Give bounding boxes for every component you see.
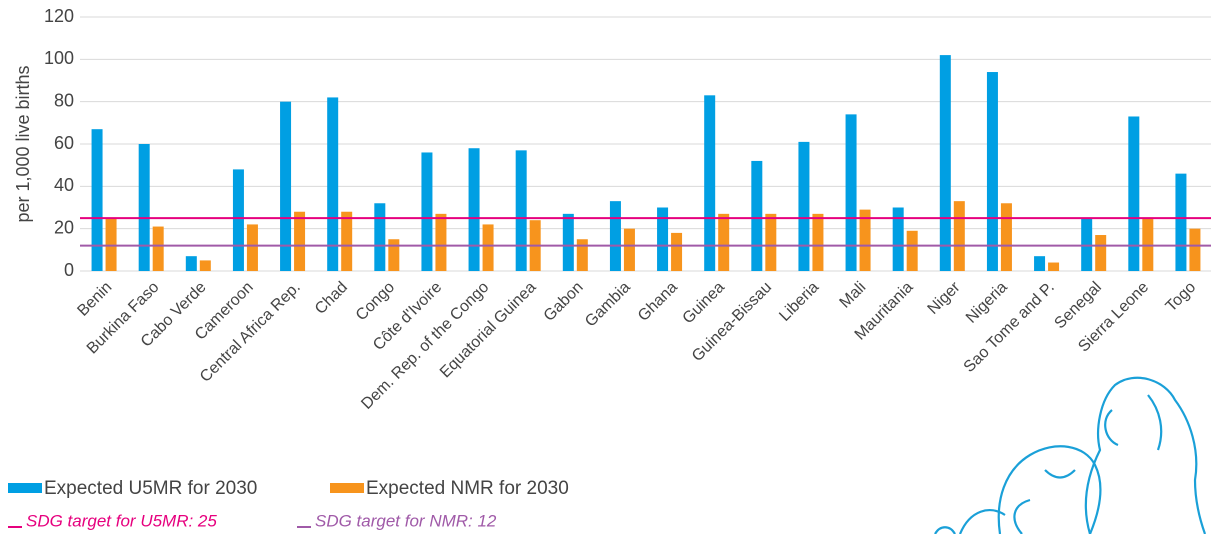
x-tick-label: Nigeria <box>963 279 1011 327</box>
bar <box>609 201 621 271</box>
y-tick-label: 20 <box>54 217 74 237</box>
bar <box>199 260 211 271</box>
legend-label: Expected NMR for 2030 <box>366 478 569 499</box>
bar <box>798 141 810 271</box>
bar <box>953 201 965 271</box>
bar <box>1048 262 1060 271</box>
bar <box>105 218 117 271</box>
bar <box>657 207 669 271</box>
bar <box>1142 218 1154 271</box>
bar <box>91 129 103 271</box>
y-axis-label: per 1,000 live births <box>13 65 33 222</box>
bar <box>1175 173 1187 271</box>
bar <box>892 207 904 271</box>
bar <box>515 150 527 271</box>
bar <box>1034 256 1046 271</box>
bar <box>1000 203 1012 271</box>
legend-label: SDG target for U5MR: 25 <box>26 511 217 530</box>
legend-swatch <box>8 483 42 493</box>
x-tick-label: Benin <box>74 279 115 320</box>
y-tick-label: 80 <box>54 90 74 110</box>
bar <box>1081 218 1093 271</box>
bar <box>388 239 400 271</box>
bar <box>751 160 763 271</box>
y-tick-label: 0 <box>64 260 74 280</box>
decorative-illustration <box>934 376 1207 534</box>
bar <box>185 256 197 271</box>
y-tick-label: 100 <box>44 48 74 68</box>
bar <box>1095 235 1107 271</box>
bar <box>421 152 433 271</box>
legend-label: SDG target for NMR: 12 <box>315 511 497 530</box>
bar <box>232 169 244 271</box>
legend-label: Expected U5MR for 2030 <box>44 478 257 499</box>
bar <box>845 114 857 271</box>
x-tick-label: Mali <box>837 279 870 312</box>
bar <box>623 228 635 271</box>
legend-swatch <box>330 483 364 493</box>
y-tick-label: 40 <box>54 175 74 195</box>
bar <box>704 95 716 271</box>
bar <box>152 226 164 271</box>
bar <box>138 144 150 271</box>
bar <box>468 148 480 271</box>
x-tick-label: Congo <box>353 279 398 324</box>
bar <box>859 209 871 271</box>
bar <box>718 213 730 271</box>
x-tick-label: Niger <box>925 278 965 318</box>
bar <box>435 213 447 271</box>
bar <box>246 224 258 271</box>
bar <box>327 97 339 271</box>
x-tick-label: Sao Tome and P. <box>961 279 1058 376</box>
bar <box>576 239 588 271</box>
bar <box>341 211 353 271</box>
bar <box>906 230 918 271</box>
bar <box>562 213 574 271</box>
bar <box>986 72 998 272</box>
x-tick-label: Liberia <box>776 279 822 325</box>
bar <box>1189 228 1201 271</box>
bar <box>280 101 292 272</box>
bar <box>1128 116 1140 271</box>
x-tick-label: Gambia <box>582 279 634 331</box>
x-tick-label: Gabon <box>541 279 587 325</box>
bar <box>482 224 494 271</box>
x-tick-label: Chad <box>312 279 351 318</box>
bar <box>812 213 824 271</box>
x-tick-label: Ghana <box>635 279 681 325</box>
y-tick-label: 120 <box>44 6 74 26</box>
y-tick-label: 60 <box>54 133 74 153</box>
bar <box>671 232 683 271</box>
bar <box>939 55 951 271</box>
bar <box>374 203 386 271</box>
bar <box>294 211 306 271</box>
bar <box>765 213 777 271</box>
x-tick-label: Togo <box>1163 279 1200 316</box>
